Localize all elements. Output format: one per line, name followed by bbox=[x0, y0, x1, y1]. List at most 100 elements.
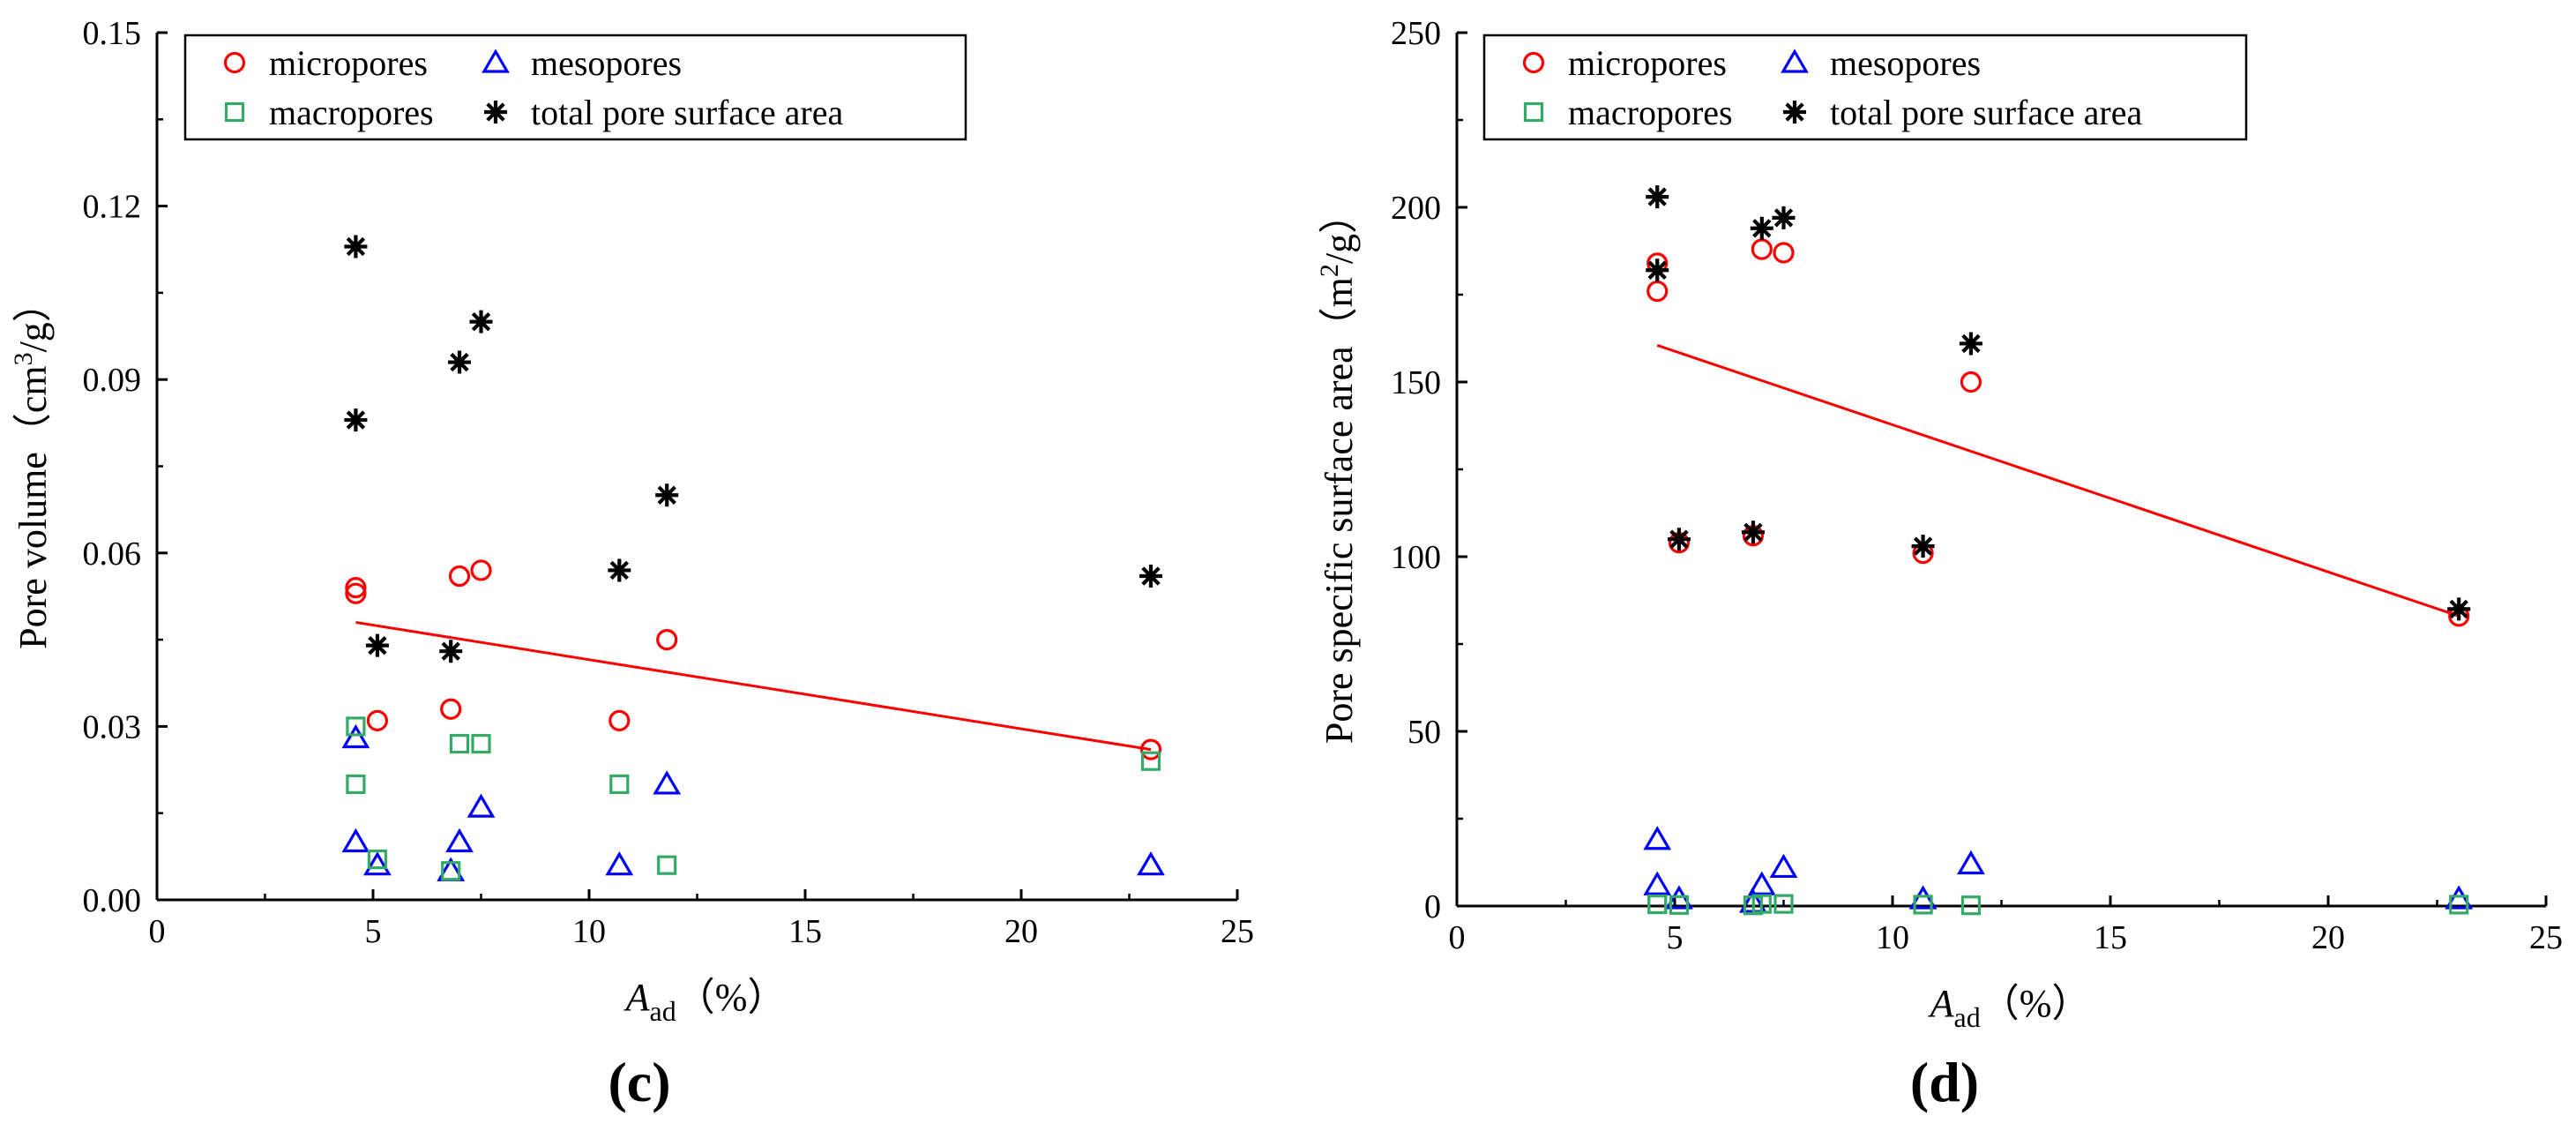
y-tick-label: 0 bbox=[1424, 888, 1441, 925]
legend-label: macropores bbox=[269, 93, 434, 132]
data-point bbox=[1643, 826, 1672, 850]
data-point bbox=[1960, 895, 1982, 916]
data-point bbox=[1643, 871, 1672, 895]
x-tick-label: 20 bbox=[2311, 919, 2345, 956]
data-point bbox=[608, 558, 631, 582]
data-point bbox=[1669, 895, 1690, 915]
data-point bbox=[1647, 894, 1668, 915]
data-point bbox=[1960, 371, 1982, 393]
data-point bbox=[362, 851, 392, 876]
panel-label: (d) bbox=[1910, 1051, 1979, 1113]
legend-box bbox=[1482, 34, 2248, 141]
legend-label: total pore surface area bbox=[1830, 93, 2142, 132]
data-point bbox=[344, 408, 368, 432]
data-point bbox=[469, 310, 493, 333]
legend-marker bbox=[484, 101, 507, 124]
data-point bbox=[609, 774, 630, 795]
legend-marker bbox=[1783, 101, 1806, 124]
series-micropores bbox=[345, 559, 1162, 760]
data-point bbox=[1773, 894, 1794, 914]
data-point bbox=[440, 698, 462, 720]
x-tick-label: 15 bbox=[788, 913, 822, 950]
data-point bbox=[441, 861, 461, 881]
chart-panel-c: 0 5 10 15 20 25 0.00 0.03 0.06 0.09 0.12 0.15 Aad（%）… bbox=[9, 15, 1254, 1113]
data-point bbox=[341, 828, 370, 853]
data-point bbox=[655, 483, 679, 507]
legend-marker bbox=[482, 49, 510, 73]
x-axis-title: Aad（%） bbox=[623, 976, 787, 1027]
data-point bbox=[1751, 894, 1772, 914]
x-axis-title: Aad（%） bbox=[1928, 982, 2091, 1033]
data-point bbox=[1646, 280, 1669, 303]
x-tick-label: 10 bbox=[572, 913, 606, 950]
data-point bbox=[1646, 185, 1669, 209]
series-macropores bbox=[1647, 894, 2469, 916]
x-tick-label: 5 bbox=[365, 913, 382, 950]
legend: micropores mesopores macropores total pore … bbox=[183, 34, 967, 141]
data-point bbox=[653, 770, 682, 795]
legend-label: micropores bbox=[269, 43, 428, 83]
data-point bbox=[1750, 216, 1773, 240]
legend-box bbox=[183, 34, 967, 141]
y-tick-label: 50 bbox=[1407, 714, 1441, 751]
series-micropores bbox=[1646, 238, 2470, 627]
data-point bbox=[448, 565, 471, 588]
x-tick-label: 20 bbox=[1004, 913, 1038, 950]
data-point bbox=[2449, 895, 2469, 915]
y-tick-label: 0.09 bbox=[83, 362, 142, 399]
data-point bbox=[1647, 894, 1668, 915]
x-tick-label: 0 bbox=[1449, 919, 1466, 956]
y-axis-title: Pore specific surface area（m2/g） bbox=[1315, 195, 1361, 744]
data-point bbox=[345, 577, 367, 599]
data-point bbox=[346, 774, 366, 795]
data-point bbox=[1667, 528, 1691, 551]
data-point bbox=[346, 716, 366, 737]
legend-marker bbox=[223, 51, 246, 74]
y-tick-label: 0.06 bbox=[83, 536, 142, 573]
data-point bbox=[471, 733, 491, 754]
data-point bbox=[344, 235, 368, 258]
y-tick-label: 0.15 bbox=[83, 15, 142, 52]
data-point bbox=[1140, 751, 1161, 771]
data-point bbox=[449, 733, 470, 754]
data-point bbox=[367, 850, 387, 870]
data-point bbox=[365, 633, 389, 657]
x-tick-label: 25 bbox=[2529, 919, 2563, 956]
data-point bbox=[1751, 238, 1773, 260]
legend-marker bbox=[1781, 49, 1809, 73]
legend-marker bbox=[224, 101, 245, 123]
y-tick-label: 0.00 bbox=[83, 882, 142, 919]
fit-line bbox=[355, 620, 1152, 752]
legend-label: total pore surface area bbox=[531, 93, 843, 132]
data-point bbox=[1772, 206, 1796, 229]
y-tick-label: 0.03 bbox=[83, 708, 142, 745]
data-point bbox=[657, 855, 677, 875]
data-point bbox=[467, 793, 496, 818]
data-point bbox=[1959, 332, 1982, 356]
data-point bbox=[366, 709, 388, 731]
data-point bbox=[2447, 597, 2471, 621]
legend: micropores mesopores macropores total pore … bbox=[1482, 34, 2248, 141]
series-total-pore-surface-area bbox=[1646, 185, 2471, 621]
legend-marker bbox=[1522, 51, 1545, 74]
legend-label: mesopores bbox=[531, 43, 682, 83]
x-tick-label: 25 bbox=[1221, 913, 1254, 950]
data-point bbox=[1913, 895, 1933, 915]
data-point bbox=[445, 828, 474, 853]
data-point bbox=[1773, 242, 1795, 264]
legend-label: macropores bbox=[1568, 93, 1733, 132]
data-point bbox=[605, 851, 634, 876]
x-tick-label: 0 bbox=[149, 913, 166, 950]
legend-marker bbox=[1523, 101, 1544, 123]
data-point bbox=[2445, 885, 2474, 910]
y-tick-label: 200 bbox=[1391, 190, 1441, 227]
data-point bbox=[1747, 871, 1776, 895]
y-tick-label: 150 bbox=[1391, 364, 1441, 401]
data-point bbox=[448, 350, 471, 374]
legend-label: micropores bbox=[1568, 43, 1727, 83]
data-point bbox=[341, 723, 370, 749]
data-point bbox=[1908, 885, 1938, 910]
data-point bbox=[1139, 738, 1162, 760]
